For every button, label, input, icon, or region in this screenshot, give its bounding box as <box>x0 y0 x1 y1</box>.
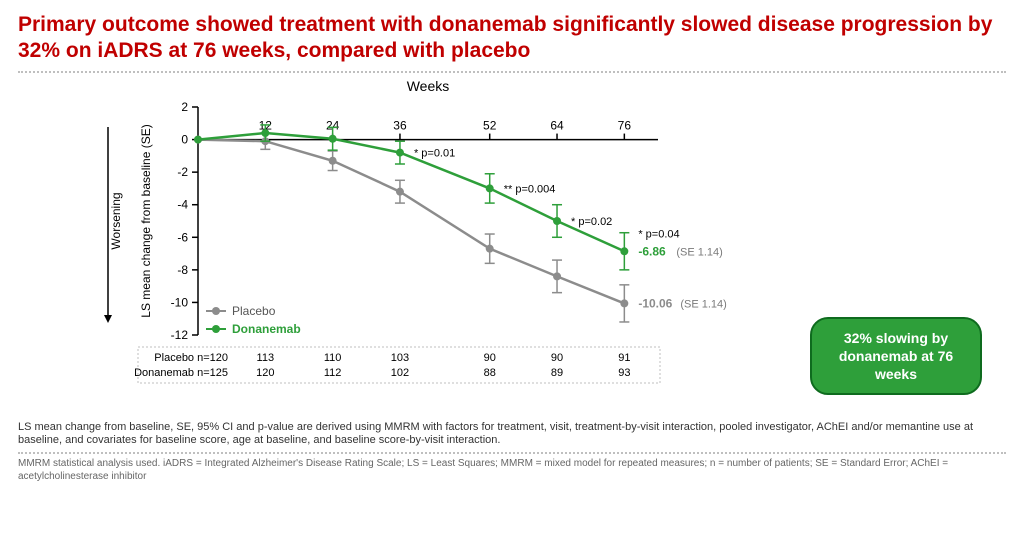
svg-text:(SE 1.14): (SE 1.14) <box>680 298 726 310</box>
methods-footnote: LS mean change from baseline, SE, 95% CI… <box>18 421 1006 449</box>
svg-text:-8: -8 <box>177 262 188 276</box>
svg-text:-6.86: -6.86 <box>638 244 666 258</box>
svg-text:-2: -2 <box>177 165 188 179</box>
svg-text:89: 89 <box>551 367 563 379</box>
svg-text:-10: -10 <box>171 295 189 309</box>
svg-text:(SE 1.14): (SE 1.14) <box>676 246 722 258</box>
svg-text:LS mean change from baseline (: LS mean change from baseline (SE) <box>139 124 153 317</box>
chart-area: Weeks12243652647620-2-4-6-8-10-12LS mean… <box>18 77 1006 417</box>
svg-text:Worsening: Worsening <box>109 192 123 249</box>
svg-text:Placebo n=120: Placebo n=120 <box>154 352 228 364</box>
svg-text:Weeks: Weeks <box>407 78 450 94</box>
svg-text:0: 0 <box>181 132 188 146</box>
svg-text:-12: -12 <box>171 328 189 342</box>
svg-text:36: 36 <box>393 118 407 132</box>
svg-text:-6: -6 <box>177 230 188 244</box>
divider-top <box>18 71 1006 73</box>
svg-text:76: 76 <box>618 118 632 132</box>
svg-text:Donanemab n=125: Donanemab n=125 <box>134 367 228 379</box>
svg-text:110: 110 <box>324 352 342 364</box>
svg-text:112: 112 <box>324 367 342 379</box>
svg-text:64: 64 <box>550 118 564 132</box>
svg-text:2: 2 <box>181 100 188 114</box>
svg-text:91: 91 <box>618 352 630 364</box>
svg-text:Donanemab: Donanemab <box>232 322 301 336</box>
svg-text:103: 103 <box>391 352 409 364</box>
svg-text:93: 93 <box>618 367 630 379</box>
abbreviations: MMRM statistical analysis used. iADRS = … <box>18 458 1006 483</box>
svg-text:-4: -4 <box>177 197 188 211</box>
svg-text:120: 120 <box>256 367 274 379</box>
svg-text:-10.06: -10.06 <box>638 296 672 310</box>
line-chart: Weeks12243652647620-2-4-6-8-10-12LS mean… <box>18 77 798 417</box>
svg-text:90: 90 <box>484 352 496 364</box>
svg-text:* p=0.01: * p=0.01 <box>414 147 455 159</box>
svg-text:113: 113 <box>257 352 275 364</box>
svg-text:90: 90 <box>551 352 563 364</box>
page-title: Primary outcome showed treatment with do… <box>18 12 1006 65</box>
svg-text:* p=0.04: * p=0.04 <box>638 228 679 240</box>
svg-text:** p=0.004: ** p=0.004 <box>504 183 556 195</box>
svg-text:88: 88 <box>484 367 496 379</box>
highlight-callout: 32% slowing by donanemab at 76 weeks <box>810 317 982 396</box>
svg-text:* p=0.02: * p=0.02 <box>571 216 612 228</box>
svg-text:52: 52 <box>483 118 497 132</box>
divider-bottom <box>18 452 1006 454</box>
svg-text:Placebo: Placebo <box>232 304 276 318</box>
svg-text:102: 102 <box>391 367 409 379</box>
